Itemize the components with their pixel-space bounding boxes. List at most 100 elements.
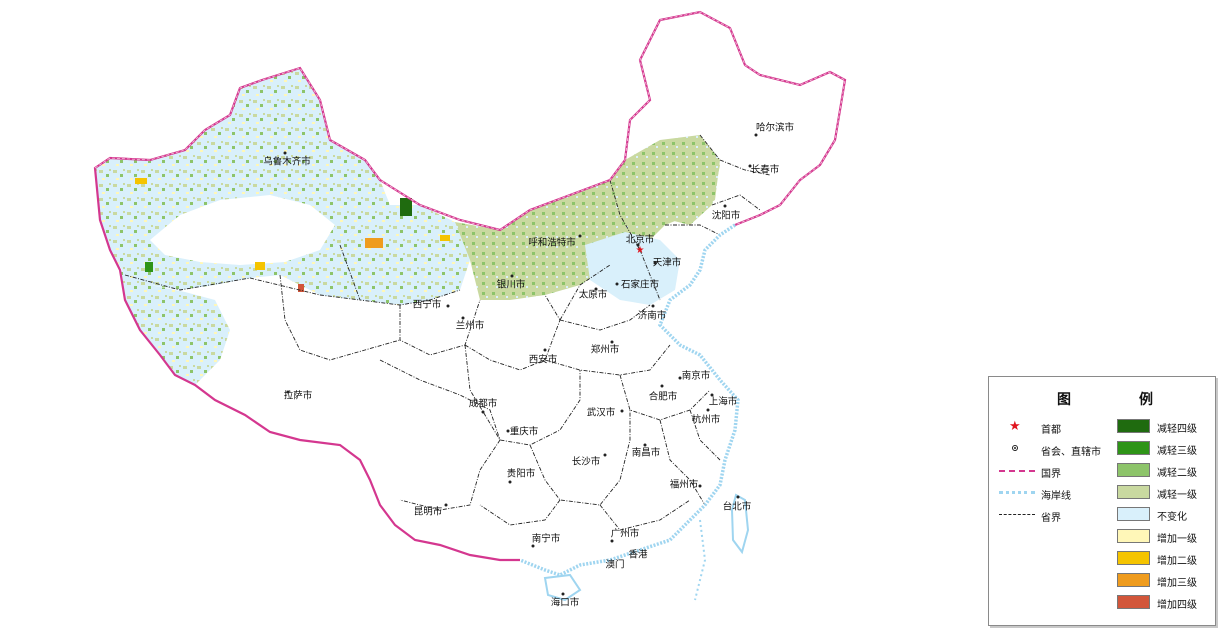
city-label: 重庆市	[509, 426, 539, 438]
city-dot-icon	[643, 443, 647, 447]
northeast-region	[665, 150, 720, 225]
city-label: 银川市	[496, 279, 526, 291]
city-dot-icon	[748, 164, 752, 168]
city-label: 长春市	[750, 164, 780, 176]
taiwan-island	[730, 493, 750, 555]
legend-capital: ★ 首都	[999, 419, 1109, 436]
city-label: 西安市	[528, 354, 558, 366]
legend-swatch	[1117, 507, 1150, 521]
city-label: 哈尔滨市	[755, 122, 795, 134]
city-dot-icon	[283, 151, 287, 155]
city-dot-icon	[698, 484, 702, 488]
city-dot-icon	[636, 243, 640, 247]
province-line-icon	[999, 514, 1035, 515]
legend-class-label: 减轻一级	[1157, 490, 1197, 501]
city-dot-icon	[620, 409, 624, 413]
legend-swatch	[1117, 551, 1150, 565]
north-china-plain	[585, 232, 680, 305]
city-label: 长沙市	[571, 456, 601, 468]
city-label: 福州市	[669, 479, 699, 491]
city-dot-icon	[615, 282, 619, 286]
hainan-island	[543, 573, 582, 602]
country-outline	[95, 12, 845, 575]
legend-province-border: 省界	[999, 507, 1109, 524]
city-dot-icon	[610, 539, 614, 543]
hotspot	[440, 235, 450, 241]
legend-swatch	[1117, 419, 1150, 433]
city-label: 昆明市	[413, 506, 443, 518]
province-borders	[124, 134, 771, 531]
legend-label: 国界	[1041, 469, 1061, 480]
tarim-basin	[150, 195, 335, 265]
city-label: 呼和浩特市	[528, 237, 576, 249]
hotspot	[400, 198, 412, 216]
city-label: 天津市	[652, 257, 682, 269]
city-dot-icon	[736, 495, 740, 499]
legend-swatch	[1117, 463, 1150, 477]
legend-class-label: 减轻二级	[1157, 468, 1197, 479]
legend-class-item: 减轻一级	[1117, 485, 1213, 501]
city-label: 广州市	[610, 528, 640, 540]
city-label: 拉萨市	[283, 390, 313, 402]
city-label: 北京市	[625, 234, 655, 246]
national-border-inner	[94, 11, 846, 231]
west-tibet-region	[120, 270, 230, 385]
legend-class-item: 增加四级	[1117, 595, 1213, 611]
legend-title-right: 例	[1139, 392, 1153, 408]
city-dot-icon	[1012, 445, 1018, 451]
legend-class-label: 增加四级	[1157, 600, 1197, 611]
north-region	[455, 135, 720, 300]
city-dot-icon	[710, 393, 714, 397]
hotspot	[255, 262, 265, 270]
legend-label: 省界	[1041, 513, 1061, 524]
city-dot-icon	[286, 390, 290, 394]
city-label: 上海市	[708, 396, 738, 408]
city-dot-icon	[481, 410, 485, 414]
city-label: 海口市	[550, 597, 580, 609]
city-dot-icon	[506, 429, 510, 433]
legend-swatch	[1117, 529, 1150, 543]
city-dot-icon	[706, 408, 710, 412]
city-dot-icon	[610, 340, 614, 344]
hotspot	[298, 284, 304, 292]
legend-swatch	[1117, 595, 1150, 609]
legend-class-label: 减轻四级	[1157, 424, 1197, 435]
city-label: 郑州市	[590, 344, 620, 356]
legend-class-label: 减轻三级	[1157, 446, 1197, 457]
coastline-line-icon	[999, 491, 1035, 494]
legend-coastline: 海岸线	[999, 485, 1109, 502]
legend-class-item: 增加一级	[1117, 529, 1213, 545]
city-dot-icon	[444, 503, 448, 507]
legend-class-item: 不变化	[1117, 507, 1213, 523]
legend-class-item: 减轻三级	[1117, 441, 1213, 457]
city-label: 澳门	[605, 559, 625, 571]
city-label: 武汉市	[586, 407, 616, 419]
legend-label: 省会、直辖市	[1041, 447, 1101, 458]
legend-label: 首都	[1041, 425, 1061, 436]
city-dot-icon	[651, 304, 655, 308]
legend-swatch	[1117, 441, 1150, 455]
city-dot-icon	[578, 234, 582, 238]
border-line-icon	[999, 470, 1035, 472]
city-dot-icon	[561, 592, 565, 596]
city-label: 南京市	[681, 370, 711, 382]
city-dot-icon	[446, 304, 450, 308]
city-dot-icon	[653, 261, 657, 265]
city-label: 台北市	[722, 501, 752, 513]
legend-class-item: 减轻四级	[1117, 419, 1213, 435]
city-label: 乌鲁木齐市	[263, 156, 311, 168]
legend-class-item: 增加二级	[1117, 551, 1213, 567]
capital-star-icon: ★	[1009, 419, 1021, 434]
city-dot-icon	[508, 480, 512, 484]
city-label: 合肥市	[648, 391, 678, 403]
city-label: 石家庄市	[620, 279, 660, 291]
city-label: 南昌市	[631, 447, 661, 459]
hotspot	[365, 238, 383, 248]
city-label: 沈阳市	[711, 210, 741, 222]
city-dot-icon	[678, 376, 682, 380]
city-label: 兰州市	[455, 320, 485, 332]
city-label: 成都市	[468, 398, 498, 410]
china-map[interactable]	[0, 0, 980, 638]
map-area: ★ 乌鲁木齐市 哈尔滨市 长春市 沈阳市 呼和浩特市 北京市 天津市 银川市 太原市 石家庄市 西宁…	[0, 0, 980, 638]
city-label: 香港	[628, 549, 648, 561]
